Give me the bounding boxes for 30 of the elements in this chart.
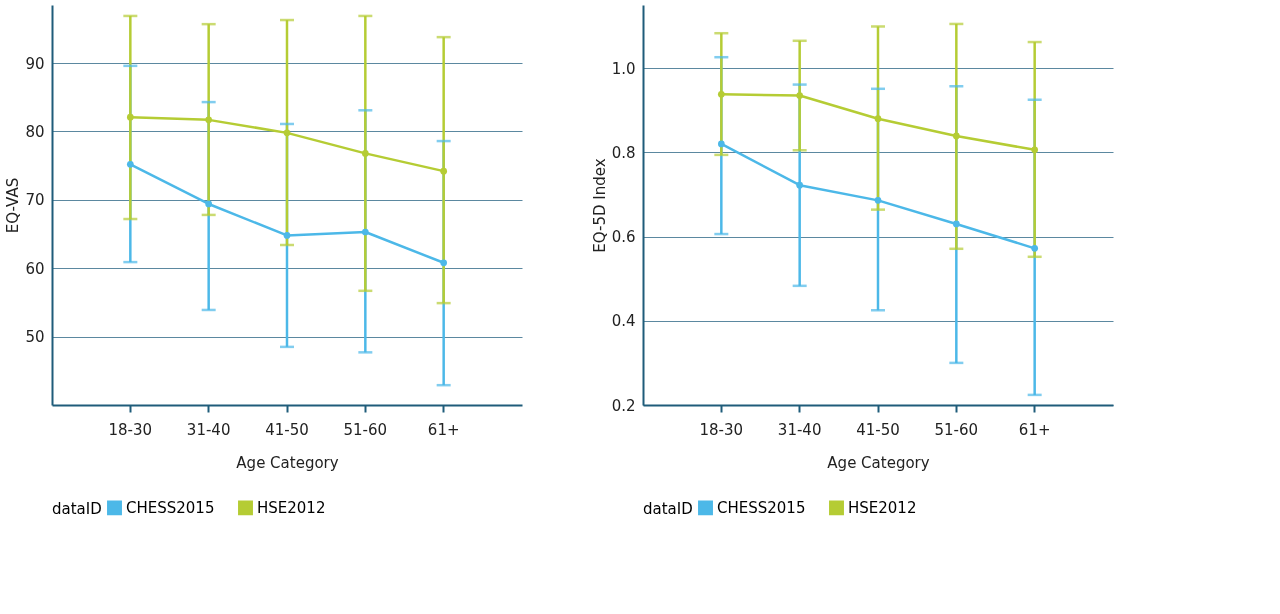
x-tick-label: 61+ bbox=[427, 420, 460, 439]
y-tick-label: 70 bbox=[25, 191, 45, 210]
y-axis-title: EQ-VAS bbox=[4, 177, 23, 234]
y-tick-label: 80 bbox=[25, 123, 45, 141]
y-tick-label: 0.4 bbox=[611, 312, 636, 331]
y-axis-title: EQ-5D Index bbox=[590, 158, 609, 253]
y-tick-label: 0.2 bbox=[611, 396, 636, 415]
x-tick-label: 41-50 bbox=[265, 420, 309, 439]
x-tick-label: 51-60 bbox=[934, 420, 979, 439]
x-axis-title: Age Category bbox=[236, 453, 339, 472]
x-tick-label: 41-50 bbox=[856, 420, 900, 439]
x-tick-label: 18-30 bbox=[108, 420, 153, 439]
y-tick-label: 0.8 bbox=[611, 143, 636, 162]
y-tick-label: 60 bbox=[25, 259, 45, 278]
legend-label: HSE2012 bbox=[257, 498, 326, 517]
legend-title: dataID bbox=[643, 500, 693, 518]
legend-title: dataID bbox=[52, 500, 102, 518]
legend-label: CHESS2015 bbox=[126, 498, 215, 517]
x-axis-title: Age Category bbox=[827, 453, 930, 472]
y-tick-label: 1.0 bbox=[611, 59, 636, 78]
y-tick-label: 90 bbox=[25, 54, 45, 73]
y-tick-label: 0.6 bbox=[611, 228, 636, 247]
legend-label: HSE2012 bbox=[848, 498, 917, 517]
x-tick-label: 31-40 bbox=[186, 420, 231, 439]
y-tick-label: 50 bbox=[25, 328, 45, 347]
x-tick-label: 18-30 bbox=[699, 420, 744, 439]
x-tick-label: 51-60 bbox=[343, 420, 388, 439]
x-tick-label: 61+ bbox=[1018, 420, 1051, 439]
legend-label: CHESS2015 bbox=[717, 498, 806, 517]
x-tick-label: 31-40 bbox=[777, 420, 822, 439]
